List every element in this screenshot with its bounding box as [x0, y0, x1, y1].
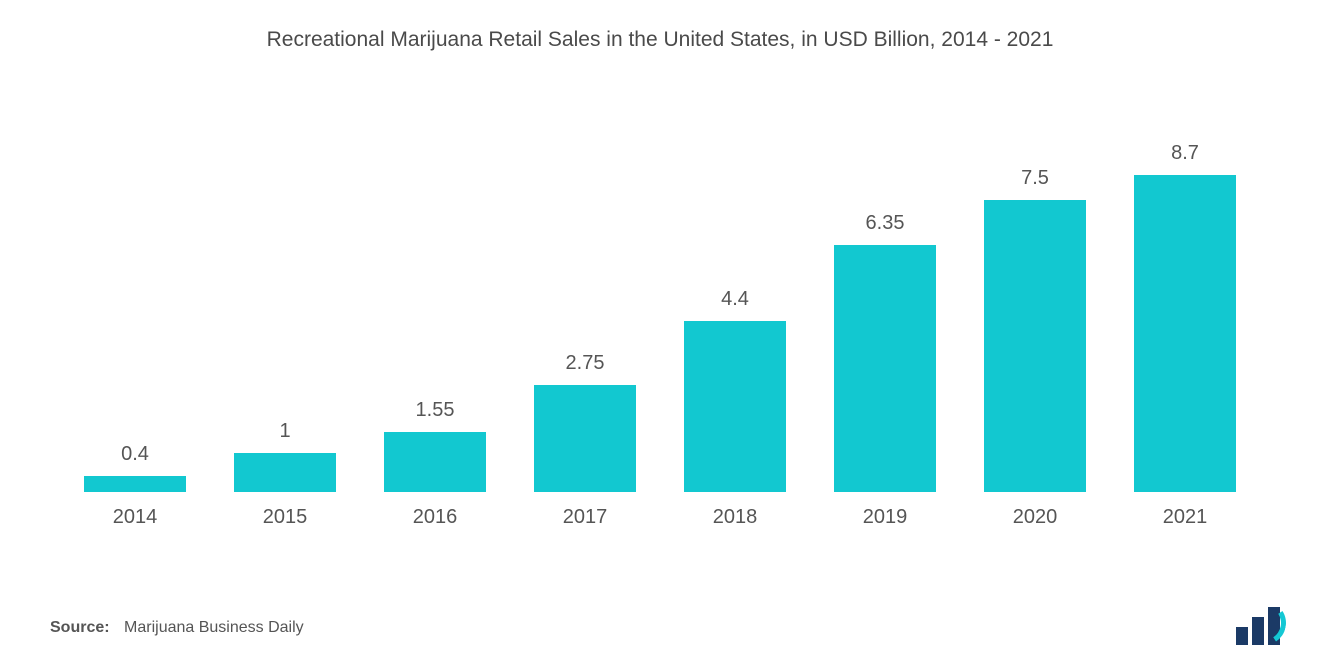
bar-slot: 1.55 [360, 142, 510, 492]
x-axis-label: 2016 [360, 506, 510, 529]
x-axis-label: 2017 [510, 506, 660, 529]
bar-slot: 1 [210, 142, 360, 492]
x-axis-labels: 20142015201620172018201920202021 [60, 506, 1260, 529]
bar-value-label: 1 [279, 420, 290, 443]
x-axis-label: 2020 [960, 506, 1110, 529]
bar-slot: 7.5 [960, 142, 1110, 492]
bar-value-label: 2.75 [566, 352, 605, 375]
bar [684, 321, 786, 492]
bar-value-label: 4.4 [721, 288, 749, 311]
bar-slot: 4.4 [660, 142, 810, 492]
x-axis-label: 2021 [1110, 506, 1260, 529]
bar [1134, 175, 1236, 492]
bar [234, 453, 336, 492]
brand-logo [1236, 607, 1280, 645]
bar-value-label: 6.35 [866, 212, 905, 235]
plot-area: 0.4 1 1.55 2.75 4.4 6.35 7.5 8.7 [60, 142, 1260, 492]
bar-slot: 6.35 [810, 142, 960, 492]
bar-value-label: 0.4 [121, 443, 149, 466]
source-text: Marijuana Business Daily [124, 619, 304, 636]
chart-container: Recreational Marijuana Retail Sales in t… [0, 0, 1320, 665]
bars-row: 0.4 1 1.55 2.75 4.4 6.35 7.5 8.7 [60, 142, 1260, 492]
bar [984, 200, 1086, 492]
bar [534, 385, 636, 492]
bar [84, 476, 186, 492]
bar-slot: 2.75 [510, 142, 660, 492]
x-axis-label: 2015 [210, 506, 360, 529]
bar-value-label: 1.55 [416, 399, 455, 422]
bar-value-label: 8.7 [1171, 142, 1199, 165]
source-footer: Source: Marijuana Business Daily [50, 619, 304, 637]
x-axis-label: 2018 [660, 506, 810, 529]
bar-slot: 8.7 [1110, 142, 1260, 492]
bar [384, 432, 486, 492]
x-axis-label: 2019 [810, 506, 960, 529]
x-axis-label: 2014 [60, 506, 210, 529]
chart-title: Recreational Marijuana Retail Sales in t… [40, 28, 1280, 52]
bar [834, 245, 936, 492]
bar-value-label: 7.5 [1021, 167, 1049, 190]
source-label: Source: [50, 619, 110, 636]
bar-slot: 0.4 [60, 142, 210, 492]
